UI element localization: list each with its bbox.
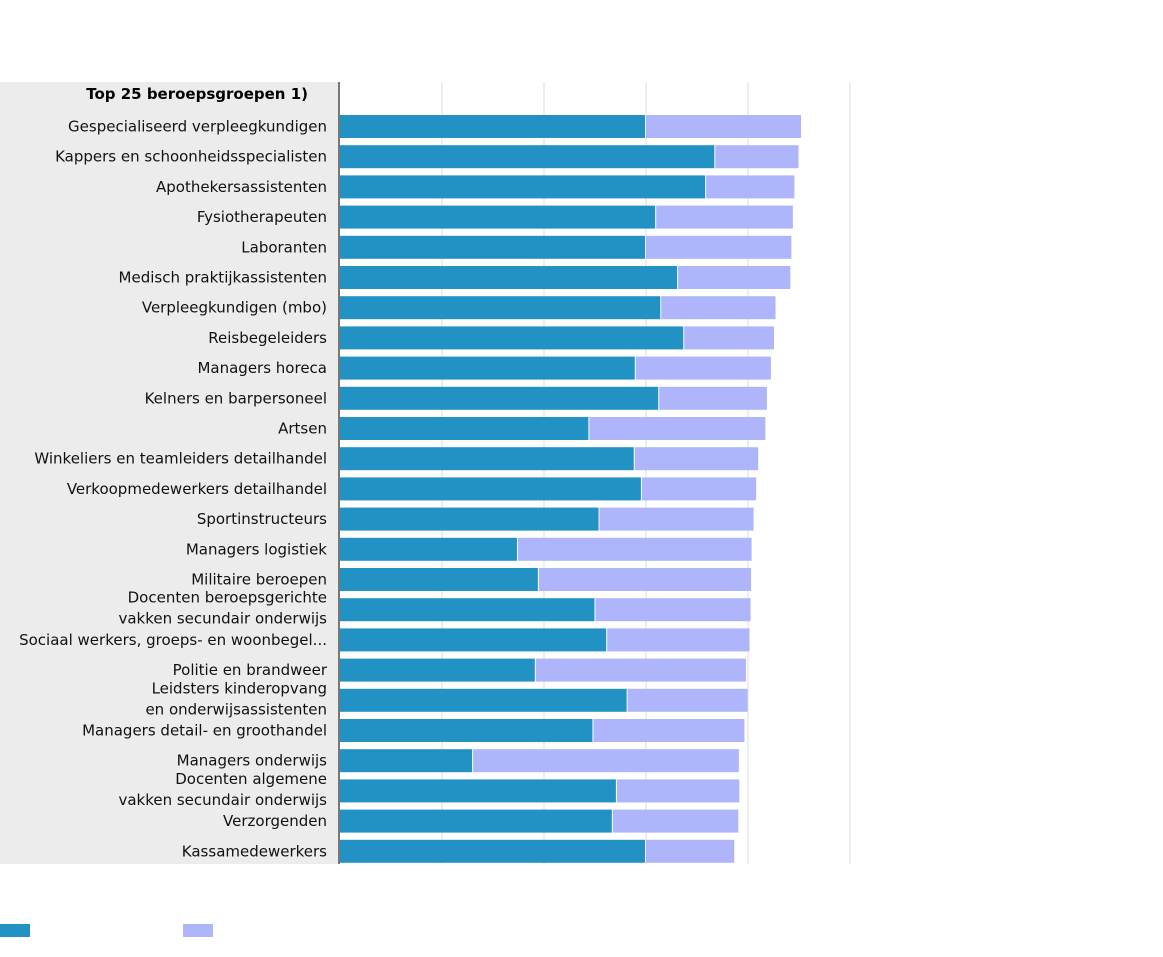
category-label-3: Fysiotherapeuten xyxy=(197,208,327,226)
category-label-7: Reisbegeleiders xyxy=(208,329,327,347)
category-label-8: Managers horeca xyxy=(197,359,327,377)
category-label-22-line-0: Docenten algemene xyxy=(175,770,327,788)
bar-series1-7 xyxy=(340,326,684,350)
category-label-21: Managers onderwijs xyxy=(177,752,328,770)
category-label-15: Militaire beroepen xyxy=(191,571,327,589)
bar-series2-3 xyxy=(656,205,793,229)
bar-series2-18 xyxy=(535,658,746,682)
bar-series2-21 xyxy=(473,749,739,773)
category-labels: Gespecialiseerd verpleegkundigen Kappers … xyxy=(19,118,328,861)
bar-series2-12 xyxy=(641,477,757,501)
category-label-10: Artsen xyxy=(278,420,327,438)
bar-series2-24 xyxy=(645,839,735,863)
bar-series1-1 xyxy=(340,145,715,169)
bar-series2-10 xyxy=(589,417,766,440)
bar-series1-5 xyxy=(340,266,678,289)
grid xyxy=(441,82,851,864)
bar-series1-14 xyxy=(340,537,517,561)
category-label-16-line-0: Docenten beroepsgerichte xyxy=(128,589,327,607)
bar-series2-4 xyxy=(645,235,792,259)
bar-series1-4 xyxy=(340,235,645,259)
category-label-17: Sociaal werkers, groeps- en woonbegel... xyxy=(19,631,327,649)
legend xyxy=(0,924,213,937)
bar-series1-24 xyxy=(340,839,645,863)
category-label-18: Politie en brandweer xyxy=(173,661,328,679)
category-label-11: Winkeliers en teamleiders detailhandel xyxy=(34,450,327,468)
bar-series2-14 xyxy=(517,537,752,561)
category-label-9: Kelners en barpersoneel xyxy=(145,389,327,407)
bar-series1-23 xyxy=(340,809,612,833)
bar-series2-6 xyxy=(661,296,776,320)
category-label-20: Managers detail- en groothandel xyxy=(82,722,327,740)
category-label-12: Verkoopmedewerkers detailhandel xyxy=(67,480,327,498)
bar-series1-19 xyxy=(340,688,627,712)
category-label-4: Laboranten xyxy=(241,238,327,256)
bar-series2-9 xyxy=(659,386,767,410)
bar-series1-15 xyxy=(340,568,538,591)
bar-series1-0 xyxy=(340,115,645,138)
category-label-16-line-1: vakken secundair onderwijs xyxy=(118,610,327,628)
category-label-6: Verpleegkundigen (mbo) xyxy=(142,299,327,317)
category-label-1: Kappers en schoonheidsspecialisten xyxy=(55,148,327,166)
bar-series1-10 xyxy=(340,417,589,440)
bar-series2-17 xyxy=(607,628,750,652)
legend-swatch-2 xyxy=(183,924,213,937)
bar-series2-23 xyxy=(612,809,739,833)
category-label-13: Sportinstructeurs xyxy=(197,510,327,528)
category-label-24: Kassamedewerkers xyxy=(182,842,327,860)
bars xyxy=(340,115,802,863)
bar-series2-19 xyxy=(627,688,748,712)
bar-series1-18 xyxy=(340,658,535,682)
category-label-0: Gespecialiseerd verpleegkundigen xyxy=(68,118,327,136)
category-label-5: Medisch praktijkassistenten xyxy=(119,269,327,287)
bar-series2-5 xyxy=(678,266,791,289)
bar-series1-17 xyxy=(340,628,607,652)
bar-series2-8 xyxy=(635,356,771,380)
bar-series2-0 xyxy=(645,115,802,138)
category-label-2: Apothekersassistenten xyxy=(156,178,327,196)
category-label-14: Managers logistiek xyxy=(186,540,327,558)
bar-series2-1 xyxy=(715,145,799,169)
bar-series2-2 xyxy=(706,175,795,199)
bar-series1-12 xyxy=(340,477,641,501)
bar-series2-11 xyxy=(634,447,759,471)
category-label-19-line-1: en onderwijsassistenten xyxy=(145,700,327,718)
bar-series1-22 xyxy=(340,779,616,803)
bar-series1-8 xyxy=(340,356,635,380)
legend-swatch-1 xyxy=(0,924,30,937)
bar-series2-16 xyxy=(595,598,751,622)
bar-series2-15 xyxy=(538,568,752,591)
bar-series1-9 xyxy=(340,386,659,410)
category-label-22-line-1: vakken secundair onderwijs xyxy=(118,791,327,809)
bar-series1-11 xyxy=(340,447,634,471)
category-label-23: Verzorgenden xyxy=(223,812,327,830)
bar-series2-20 xyxy=(593,719,745,742)
bar-series1-13 xyxy=(340,507,599,531)
label-panel xyxy=(0,82,339,864)
bar-series2-7 xyxy=(684,326,775,350)
bar-series1-16 xyxy=(340,598,595,622)
category-header: Top 25 beroepsgroepen 1) xyxy=(86,85,308,103)
bar-series1-6 xyxy=(340,296,661,320)
bar-series1-20 xyxy=(340,719,593,742)
bar-series1-2 xyxy=(340,175,706,199)
category-label-19-line-0: Leidsters kinderopvang xyxy=(152,679,327,697)
bar-series1-21 xyxy=(340,749,473,773)
bar-series2-13 xyxy=(599,507,754,531)
bar-series1-3 xyxy=(340,205,656,229)
bar-series2-22 xyxy=(616,779,740,803)
